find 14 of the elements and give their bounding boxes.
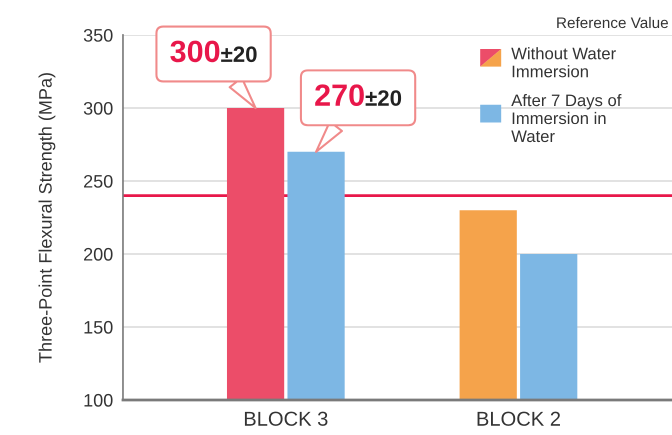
legend-label: Without Water Immersion: [511, 47, 616, 78]
y-tick-label: 350: [84, 28, 113, 42]
legend-label: After 7 Days of Immersion in Water: [511, 94, 622, 142]
data-label: 300±20: [170, 40, 257, 62]
y-tick-label: 150: [84, 320, 113, 334]
y-axis-title: Three-Point Flexural Strength (MPa): [38, 73, 56, 363]
y-tick-label: 250: [84, 174, 113, 188]
y-tick-label: 100: [84, 394, 113, 407]
y-tick-label: 200: [84, 248, 113, 261]
text: Reference Value: [557, 16, 668, 28]
x-tick-label: BLOCK 3: [244, 412, 328, 426]
x-tick-label: BLOCK 2: [478, 412, 560, 426]
data-label: 270±20: [315, 84, 402, 106]
y-tick-label: 300: [84, 102, 113, 115]
